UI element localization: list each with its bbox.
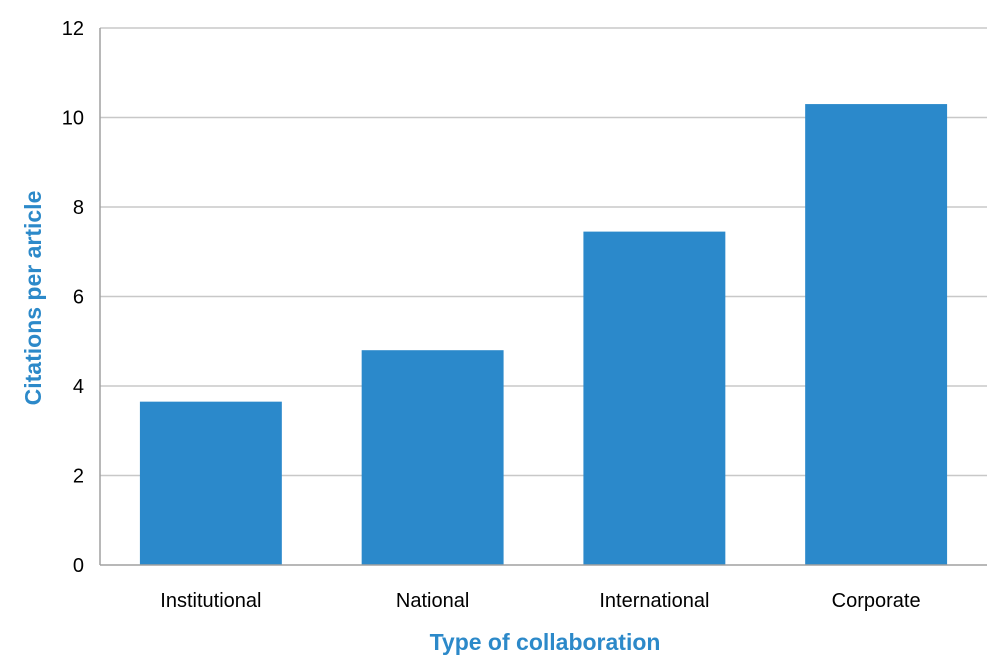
- bar: [361, 350, 504, 565]
- x-tick-labels: Institutional National International Corpor…: [160, 590, 920, 612]
- y-tick-label: 6: [73, 287, 84, 309]
- bars: [139, 104, 948, 566]
- y-tick-label: 12: [62, 18, 84, 40]
- y-tick-label: 0: [73, 555, 84, 577]
- bar: [805, 104, 948, 565]
- y-tick-label: 10: [62, 108, 84, 130]
- y-tick-label: 2: [73, 466, 84, 488]
- y-tick-label: 8: [73, 197, 84, 219]
- y-tick-label: 4: [73, 376, 84, 398]
- y-tick-labels: 0 2 4 6 8 10 12: [62, 18, 84, 577]
- bar: [583, 231, 726, 566]
- x-tick-label: Institutional: [160, 590, 261, 612]
- x-tick-label: Corporate: [832, 590, 921, 612]
- x-axis-title: Type of collaboration: [430, 629, 661, 655]
- x-tick-label: National: [396, 590, 469, 612]
- y-axis-title: Citations per article: [20, 191, 46, 406]
- axes: [99, 28, 987, 566]
- bar: [139, 401, 282, 565]
- x-tick-label: International: [599, 590, 709, 612]
